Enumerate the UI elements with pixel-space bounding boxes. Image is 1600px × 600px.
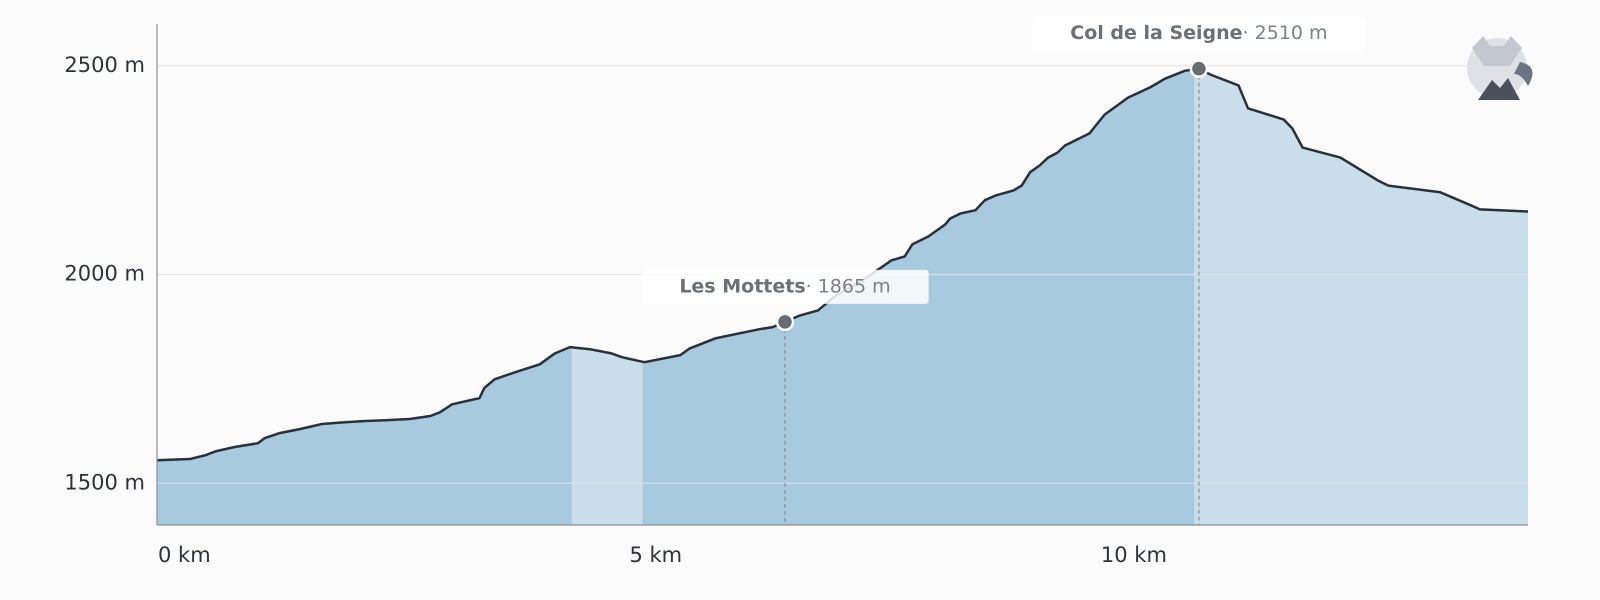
x-tick-label: 5 km (629, 543, 682, 567)
annotation-point (1189, 59, 1209, 78)
annotation-label: Les Mottets · 1865 m (641, 269, 929, 304)
annotation-label: Col de la Seigne · 2510 m (1032, 16, 1366, 51)
annotation-value: · 1865 m (806, 275, 891, 297)
annotation-point (775, 312, 795, 332)
x-tick-label: 0 km (158, 543, 211, 567)
annotation-name: Les Mottets (679, 275, 805, 297)
y-tick-label: 2000 m (64, 262, 145, 286)
y-tick-label: 1500 m (64, 470, 145, 494)
x-tick-label: 10 km (1101, 543, 1167, 567)
annotation-box (1032, 16, 1366, 51)
annotation-name: Col de la Seigne (1070, 22, 1242, 44)
elevation-line (156, 67, 1529, 462)
logo (1467, 36, 1533, 100)
annotation-box (641, 269, 929, 304)
annotation-value: · 2510 m (1243, 22, 1328, 44)
y-tick-label: 2500 m (64, 53, 145, 77)
